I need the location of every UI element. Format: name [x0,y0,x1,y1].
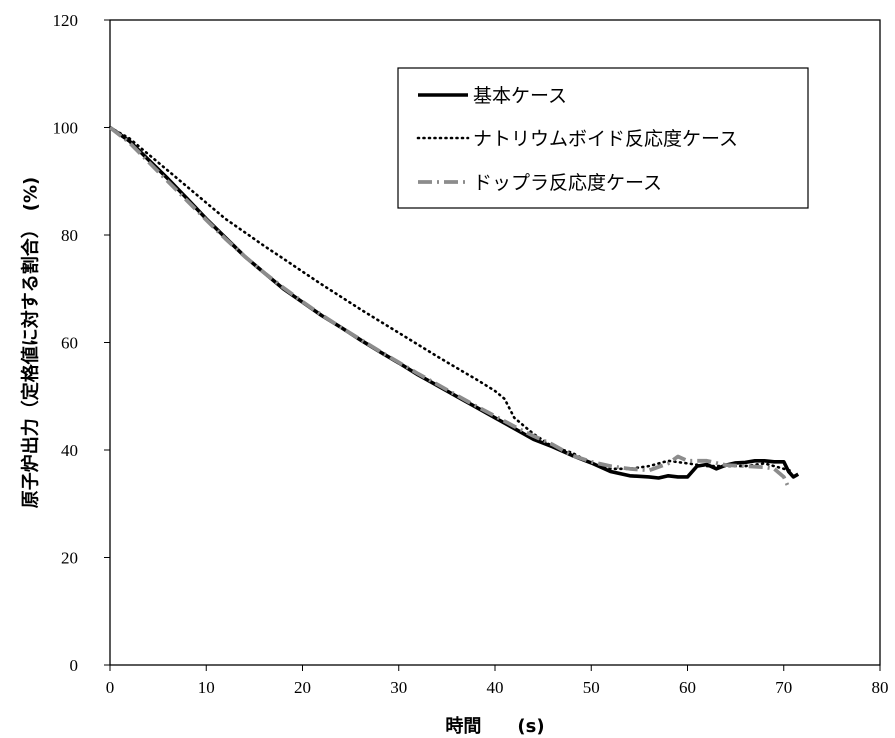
x-tick-label: 40 [487,678,504,697]
y-tick-label: 100 [53,119,79,138]
x-tick-label: 80 [872,678,889,697]
legend-label-1: 基本ケース [473,85,567,107]
y-tick-label: 120 [53,11,79,30]
y-tick-label: 60 [61,334,78,353]
x-tick-label: 60 [679,678,696,697]
x-tick-label: 30 [390,678,407,697]
x-tick-label: 0 [106,678,115,697]
y-tick-label: 0 [70,656,79,675]
legend-label-3: ドップラ反応度ケース [473,172,662,194]
x-tick-label: 20 [294,678,311,697]
y-tick-label: 40 [61,441,78,460]
series-line-3 [108,125,791,489]
y-tick-label: 20 [61,549,78,568]
series-layer [108,125,800,489]
y-axis-label: 原子炉出力（定格値に対する割合） (%) [19,177,41,509]
x-tick-label: 10 [198,678,215,697]
x-tick-label: 70 [775,678,792,697]
y-tick-label: 80 [61,226,78,245]
axis-ticks: 0 10 20 30 40 50 60 70 80 0 20 40 60 80 100 120 [53,11,889,697]
legend-label-2: ナトリウムボイド反応度ケース [473,128,738,150]
series-line-2 [108,126,795,473]
x-tick-label: 50 [583,678,600,697]
series-line-1 [108,126,800,480]
x-axis-label: 時間 (s) [445,716,544,737]
